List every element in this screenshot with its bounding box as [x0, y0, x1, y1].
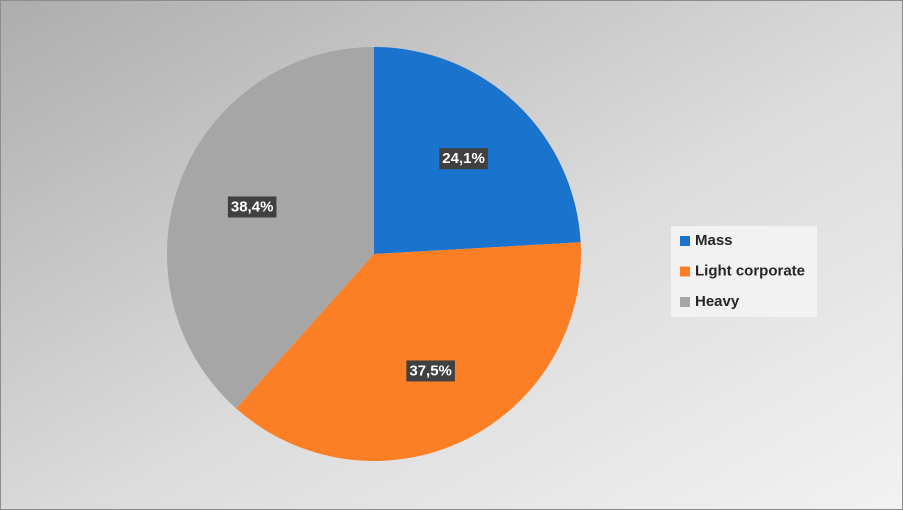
legend-swatch: [680, 266, 690, 277]
legend-swatch: [680, 236, 690, 246]
data-label-box: [227, 196, 277, 218]
legend-label: Mass: [695, 232, 733, 249]
legend-label: Light corporate: [695, 262, 805, 279]
data-label: 38,4%: [231, 198, 274, 215]
data-label-box: [439, 148, 488, 170]
data-label: 37,5%: [409, 362, 452, 379]
legend-swatch: [680, 297, 690, 307]
legend-box: [671, 226, 817, 317]
pie-slice: [166, 47, 374, 409]
data-label-box: [406, 360, 455, 382]
pie-slice: [236, 242, 581, 461]
data-label: 24,1%: [442, 150, 485, 167]
legend-label: Heavy: [695, 293, 740, 310]
